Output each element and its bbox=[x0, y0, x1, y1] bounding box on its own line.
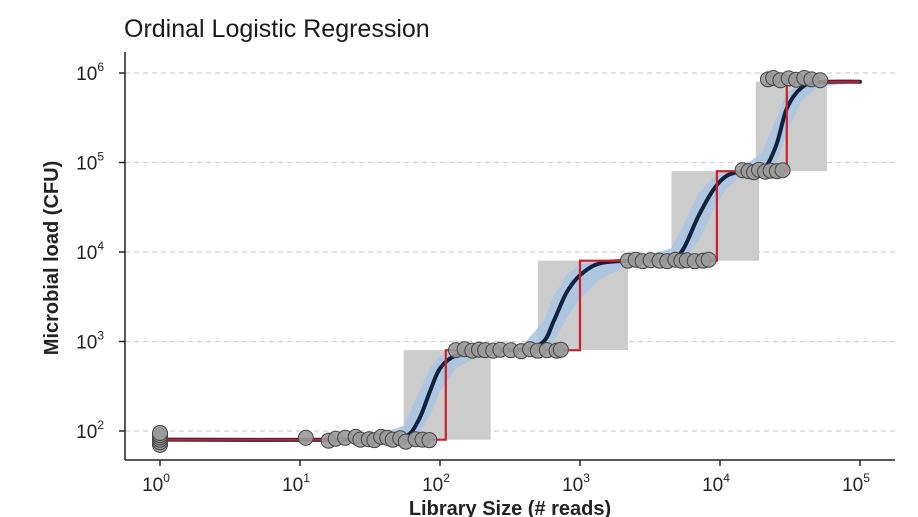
x-tick-label: 105 bbox=[842, 471, 870, 496]
x-tick-label: 104 bbox=[702, 471, 730, 496]
fit-line bbox=[158, 79, 862, 442]
y-tick-label: 105 bbox=[76, 150, 104, 175]
y-ticks: 102 103 104 105 106 bbox=[76, 60, 125, 443]
x-ticks: 100 101 102 103 104 105 bbox=[142, 460, 870, 496]
y-tick-label: 102 bbox=[76, 418, 104, 443]
y-tick-label: 106 bbox=[76, 60, 104, 85]
data-point bbox=[812, 72, 829, 89]
data-point bbox=[774, 162, 791, 179]
data-point bbox=[421, 432, 438, 449]
confidence-ribbon bbox=[160, 81, 860, 443]
x-tick-label: 103 bbox=[562, 471, 590, 496]
chart-title: Ordinal Logistic Regression bbox=[124, 15, 430, 43]
fit-curve bbox=[158, 79, 862, 442]
ribbon-area bbox=[160, 81, 860, 443]
y-axis-title: Microbial load (CFU) bbox=[41, 161, 63, 355]
data-point bbox=[700, 251, 717, 268]
step-path bbox=[160, 80, 860, 441]
x-axis-title: Library Size (# reads) bbox=[409, 498, 611, 517]
x-tick-label: 100 bbox=[142, 471, 170, 496]
x-tick-label: 102 bbox=[422, 471, 450, 496]
x-tick-label: 101 bbox=[282, 471, 310, 496]
y-tick-label: 104 bbox=[76, 239, 104, 264]
axes bbox=[124, 52, 895, 461]
data-point bbox=[152, 424, 168, 441]
step-line bbox=[160, 80, 860, 441]
data-point bbox=[297, 429, 314, 446]
y-tick-label: 103 bbox=[76, 329, 104, 354]
data-point bbox=[552, 341, 569, 358]
data-points bbox=[152, 69, 829, 453]
